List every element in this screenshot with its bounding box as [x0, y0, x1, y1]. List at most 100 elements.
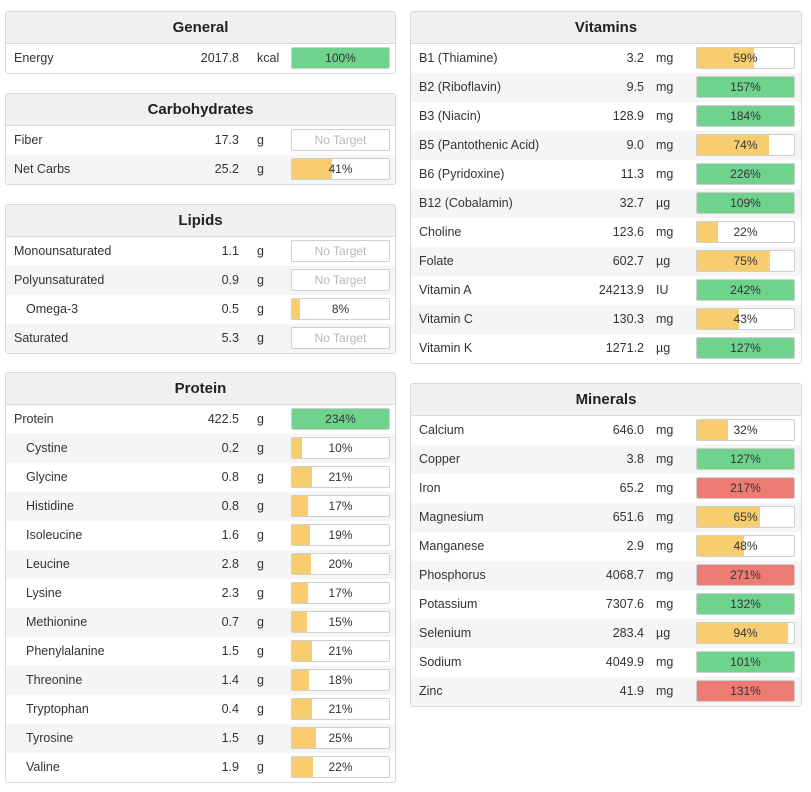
target-percent: 21% [328, 470, 353, 484]
progress-fill [697, 222, 719, 242]
nutrient-row[interactable]: Cystine 0.2 g 10% [6, 434, 395, 463]
progress-fill [697, 594, 794, 614]
nutrient-amount: 5.3 [221, 331, 239, 345]
nutrient-amount: 4068.7 [605, 568, 644, 582]
nutrient-amount: 2.3 [221, 586, 239, 600]
nutrient-row[interactable]: Methionine 0.7 g 15% [6, 608, 395, 637]
nutrient-amount: 7307.6 [605, 597, 644, 611]
nutrient-name: B3 (Niacin) [419, 109, 481, 123]
nutrient-row[interactable]: Zinc 41.9 mg 131% [411, 677, 801, 706]
nutrient-unit: µg [656, 341, 671, 355]
progress-fill [697, 280, 794, 300]
nutrient-row[interactable]: Manganese 2.9 mg 48% [411, 532, 801, 561]
target-progress-bar: 20% [291, 553, 390, 575]
target-progress-bar: No Target [291, 240, 390, 262]
nutrient-row[interactable]: Phosphorus 4068.7 mg 271% [411, 561, 801, 590]
nutrient-row[interactable]: Glycine 0.8 g 21% [6, 463, 395, 492]
nutrient-row[interactable]: Copper 3.8 mg 127% [411, 445, 801, 474]
nutrient-amount: 422.5 [207, 412, 239, 426]
nutrient-row[interactable]: B2 (Riboflavin) 9.5 mg 157% [411, 73, 801, 102]
nutrient-row[interactable]: Folate 602.7 µg 75% [411, 247, 801, 276]
nutrient-row[interactable]: Vitamin K 1271.2 µg 127% [411, 334, 801, 363]
nutrient-name: Saturated [14, 331, 69, 345]
target-percent: 19% [328, 528, 353, 542]
nutrient-row[interactable]: Selenium 283.4 µg 94% [411, 619, 801, 648]
nutrient-amount: 2.8 [221, 557, 239, 571]
panel-title: Carbohydrates [6, 94, 395, 126]
target-percent: 127% [730, 452, 761, 466]
nutrient-unit: g [257, 760, 264, 774]
nutrient-unit: g [257, 557, 264, 571]
nutrient-row[interactable]: Isoleucine 1.6 g 19% [6, 521, 395, 550]
nutrient-row[interactable]: Protein 422.5 g 234% [6, 405, 395, 434]
progress-fill [292, 554, 312, 574]
nutrient-name: Glycine [26, 470, 68, 484]
target-percent: 75% [733, 254, 758, 268]
target-progress-bar: 21% [291, 698, 390, 720]
nutrient-unit: g [257, 586, 264, 600]
target-progress-bar: 17% [291, 495, 390, 517]
target-progress-bar: 109% [696, 192, 795, 214]
nutrient-row[interactable]: Vitamin A 24213.9 IU 242% [411, 276, 801, 305]
nutrient-row[interactable]: Valine 1.9 g 22% [6, 753, 395, 782]
nutrient-row[interactable]: Lysine 2.3 g 17% [6, 579, 395, 608]
nutrient-row[interactable]: B3 (Niacin) 128.9 mg 184% [411, 102, 801, 131]
nutrient-name: Monounsaturated [14, 244, 112, 258]
nutrient-unit: mg [656, 138, 674, 152]
progress-fill [292, 299, 300, 319]
nutrient-row[interactable]: Threonine 1.4 g 18% [6, 666, 395, 695]
nutrient-row[interactable]: Iron 65.2 mg 217% [411, 474, 801, 503]
nutrient-amount: 651.6 [612, 510, 644, 524]
target-progress-bar: 43% [696, 308, 795, 330]
nutrient-row[interactable]: Omega-3 0.5 g 8% [6, 295, 395, 324]
target-percent: 184% [730, 109, 761, 123]
nutrient-amount: 24213.9 [598, 283, 644, 297]
nutrient-row[interactable]: Vitamin C 130.3 mg 43% [411, 305, 801, 334]
nutrient-amount: 0.7 [221, 615, 239, 629]
general-panel: General Energy 2017.8 kcal 100% [5, 11, 396, 74]
nutrient-row[interactable]: Tryptophan 0.4 g 21% [6, 695, 395, 724]
nutrient-name: Manganese [419, 539, 485, 553]
nutrient-row[interactable]: B5 (Pantothenic Acid) 9.0 mg 74% [411, 131, 801, 160]
target-percent: 101% [730, 655, 761, 669]
nutrient-row[interactable]: Magnesium 651.6 mg 65% [411, 503, 801, 532]
panel-title: Vitamins [411, 12, 801, 44]
protein-panel: Protein Protein 422.5 g 234% Cystine 0.2 g 10% G… [5, 372, 396, 783]
target-progress-bar: 10% [291, 437, 390, 459]
nutrient-unit: g [257, 644, 264, 658]
nutrient-row[interactable]: Leucine 2.8 g 20% [6, 550, 395, 579]
progress-fill [697, 623, 789, 643]
target-progress-bar: 94% [696, 622, 795, 644]
nutrient-amount: 283.4 [612, 626, 644, 640]
nutrient-row[interactable]: Calcium 646.0 mg 32% [411, 416, 801, 445]
nutrient-row[interactable]: Tyrosine 1.5 g 25% [6, 724, 395, 753]
progress-fill [697, 565, 794, 585]
nutrient-row[interactable]: B1 (Thiamine) 3.2 mg 59% [411, 44, 801, 73]
nutrient-name: Omega-3 [26, 302, 79, 316]
nutrient-unit: g [257, 244, 264, 258]
nutrient-amount: 4049.9 [605, 655, 644, 669]
nutrient-row[interactable]: Fiber 17.3 g No Target [6, 126, 395, 155]
nutrient-row[interactable]: Polyunsaturated 0.9 g No Target [6, 266, 395, 295]
nutrient-name: Choline [419, 225, 462, 239]
nutrient-row[interactable]: Energy 2017.8 kcal 100% [6, 44, 395, 73]
target-progress-bar: No Target [291, 327, 390, 349]
nutrient-row[interactable]: Monounsaturated 1.1 g No Target [6, 237, 395, 266]
nutrient-row[interactable]: Histidine 0.8 g 17% [6, 492, 395, 521]
nutrient-amount: 65.2 [619, 481, 644, 495]
nutrient-row[interactable]: Potassium 7307.6 mg 132% [411, 590, 801, 619]
nutrient-row[interactable]: B12 (Cobalamin) 32.7 µg 109% [411, 189, 801, 218]
nutrient-unit: mg [656, 510, 674, 524]
nutrient-row[interactable]: Choline 123.6 mg 22% [411, 218, 801, 247]
nutrient-row[interactable]: Phenylalanine 1.5 g 21% [6, 637, 395, 666]
nutrient-row[interactable]: B6 (Pyridoxine) 11.3 mg 226% [411, 160, 801, 189]
target-percent: 32% [733, 423, 758, 437]
nutrient-row[interactable]: Sodium 4049.9 mg 101% [411, 648, 801, 677]
nutrient-name: Potassium [419, 597, 478, 611]
progress-fill [292, 496, 309, 516]
nutrient-row[interactable]: Saturated 5.3 g No Target [6, 324, 395, 353]
target-percent: 20% [328, 557, 353, 571]
nutrient-row[interactable]: Net Carbs 25.2 g 41% [6, 155, 395, 184]
target-percent: 22% [328, 760, 353, 774]
nutrient-name: B12 (Cobalamin) [419, 196, 513, 210]
